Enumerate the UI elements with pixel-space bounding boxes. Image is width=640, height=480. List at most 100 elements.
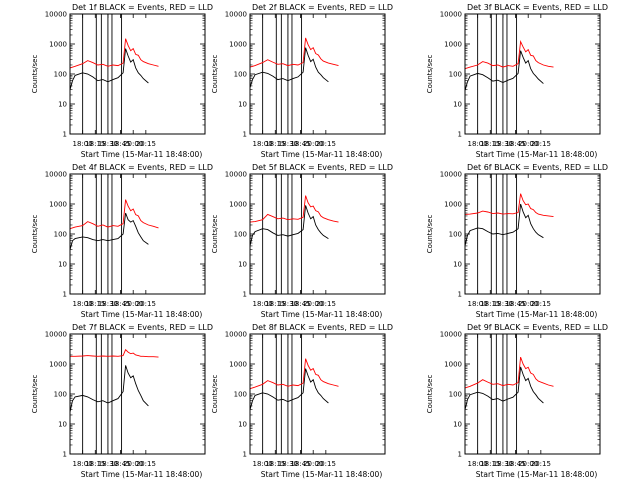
series-events-line	[464, 366, 544, 410]
y-tick-label: 10000	[440, 331, 462, 339]
series-events-line	[249, 368, 329, 410]
x-axis-label: Start Time (15-Mar-11 18:48:00)	[81, 310, 203, 319]
x-tick-label: 18:15	[480, 140, 500, 148]
x-tick-label: 18:15	[480, 460, 500, 468]
x-tick-label: 18:45	[505, 300, 525, 308]
y-tick-label: 10	[58, 101, 67, 109]
y-tick-label: 1000	[444, 201, 462, 209]
x-tick-label: 18:15	[265, 140, 285, 148]
plot-frame	[249, 173, 386, 295]
y-tick-label: 10000	[225, 11, 247, 19]
y-tick-label: 1	[63, 291, 67, 299]
x-tick-label: 20:00	[123, 140, 143, 148]
chart-panel-3: Det 3f BLACK = Events, RED = LLD Counts/s…	[426, 3, 608, 159]
x-tick-label: 18:30	[493, 460, 513, 468]
y-tick-label: 100	[234, 71, 247, 79]
x-tick-label: 18:30	[278, 460, 298, 468]
x-tick-label: 18:30	[493, 140, 513, 148]
y-tick-label: 1000	[49, 201, 67, 209]
x-tick-label: 18:15	[85, 140, 105, 148]
y-tick-label: 1000	[229, 201, 247, 209]
x-tick-label: 20:15	[316, 140, 336, 148]
x-tick-label: 18:00	[253, 140, 273, 148]
x-tick-label: 20:00	[303, 460, 323, 468]
x-tick-label: 20:15	[136, 460, 156, 468]
y-tick-label: 100	[449, 231, 462, 239]
y-tick-label: 10	[453, 261, 462, 269]
y-tick-label: 1	[458, 131, 462, 139]
y-tick-label: 100	[54, 231, 67, 239]
y-axis-label: Counts/sec	[211, 375, 219, 414]
x-tick-label: 18:30	[278, 300, 298, 308]
x-tick-label: 20:00	[518, 300, 538, 308]
y-tick-label: 10	[58, 421, 67, 429]
chart-panel-1: Det 1f BLACK = Events, RED = LLD Counts/s…	[31, 3, 213, 159]
y-tick-label: 1000	[49, 361, 67, 369]
y-axis-label: Counts/sec	[211, 215, 219, 254]
x-tick-label: 18:30	[98, 460, 118, 468]
y-tick-label: 10000	[225, 331, 247, 339]
x-tick-label: 18:30	[98, 140, 118, 148]
x-tick-label: 20:15	[136, 300, 156, 308]
y-tick-label: 100	[449, 391, 462, 399]
y-tick-label: 1	[63, 131, 67, 139]
x-tick-label: 18:00	[468, 140, 488, 148]
y-tick-label: 10	[453, 101, 462, 109]
x-axis-label: Start Time (15-Mar-11 18:48:00)	[476, 310, 598, 319]
x-tick-label: 18:30	[278, 140, 298, 148]
x-tick-label: 20:00	[303, 140, 323, 148]
x-tick-label: 18:00	[73, 300, 93, 308]
chart-panel-8: Det 8f BLACK = Events, RED = LLD Counts/s…	[211, 323, 393, 479]
x-axis-label: Start Time (15-Mar-11 18:48:00)	[261, 310, 383, 319]
series-events-line	[249, 47, 329, 88]
chart-panel-6: Det 6f BLACK = Events, RED = LLD Counts/s…	[426, 163, 608, 319]
series-lld-line	[249, 358, 339, 390]
chart-title: Det 5f BLACK = Events, RED = LLD	[252, 163, 393, 172]
chart-panel-7: Det 7f BLACK = Events, RED = LLD Counts/s…	[31, 323, 213, 479]
chart-title: Det 8f BLACK = Events, RED = LLD	[252, 323, 393, 332]
series-events-line	[464, 50, 544, 91]
chart-title: Det 2f BLACK = Events, RED = LLD	[252, 3, 393, 12]
y-tick-label: 10	[238, 101, 247, 109]
chart-title: Det 3f BLACK = Events, RED = LLD	[467, 3, 608, 12]
y-axis-label: Counts/sec	[211, 55, 219, 94]
x-axis-label: Start Time (15-Mar-11 18:48:00)	[81, 470, 203, 479]
y-tick-label: 10	[58, 261, 67, 269]
y-tick-label: 100	[234, 231, 247, 239]
x-tick-label: 20:15	[531, 460, 551, 468]
x-axis-label: Start Time (15-Mar-11 18:48:00)	[476, 470, 598, 479]
y-tick-label: 1	[243, 291, 247, 299]
y-tick-label: 1000	[229, 41, 247, 49]
x-axis-label: Start Time (15-Mar-11 18:48:00)	[261, 150, 383, 159]
x-tick-label: 18:15	[480, 300, 500, 308]
y-tick-label: 1	[243, 131, 247, 139]
y-tick-label: 100	[54, 71, 67, 79]
series-events-line	[69, 48, 149, 90]
x-axis-label: Start Time (15-Mar-11 18:48:00)	[476, 150, 598, 159]
chart-panel-5: Det 5f BLACK = Events, RED = LLD Counts/s…	[211, 163, 393, 319]
x-tick-label: 18:15	[265, 460, 285, 468]
x-tick-label: 18:15	[265, 300, 285, 308]
y-tick-label: 100	[234, 391, 247, 399]
y-tick-label: 10	[238, 261, 247, 269]
chart-title: Det 1f BLACK = Events, RED = LLD	[72, 3, 213, 12]
x-tick-label: 18:00	[468, 460, 488, 468]
x-tick-label: 18:15	[85, 300, 105, 308]
series-events-line	[464, 203, 544, 247]
plot-frame	[249, 333, 386, 455]
x-tick-label: 18:00	[468, 300, 488, 308]
y-axis-label: Counts/sec	[426, 55, 434, 94]
x-tick-label: 20:00	[303, 300, 323, 308]
y-tick-label: 10	[453, 421, 462, 429]
y-tick-label: 1000	[49, 41, 67, 49]
chart-title: Det 6f BLACK = Events, RED = LLD	[467, 163, 608, 172]
x-tick-label: 20:00	[518, 140, 538, 148]
x-axis-label: Start Time (15-Mar-11 18:48:00)	[261, 470, 383, 479]
y-tick-label: 100	[54, 391, 67, 399]
y-tick-label: 1000	[229, 361, 247, 369]
chart-title: Det 7f BLACK = Events, RED = LLD	[72, 323, 213, 332]
series-events-line	[69, 212, 149, 250]
plot-frame	[249, 13, 386, 135]
plot-frame	[464, 173, 601, 295]
